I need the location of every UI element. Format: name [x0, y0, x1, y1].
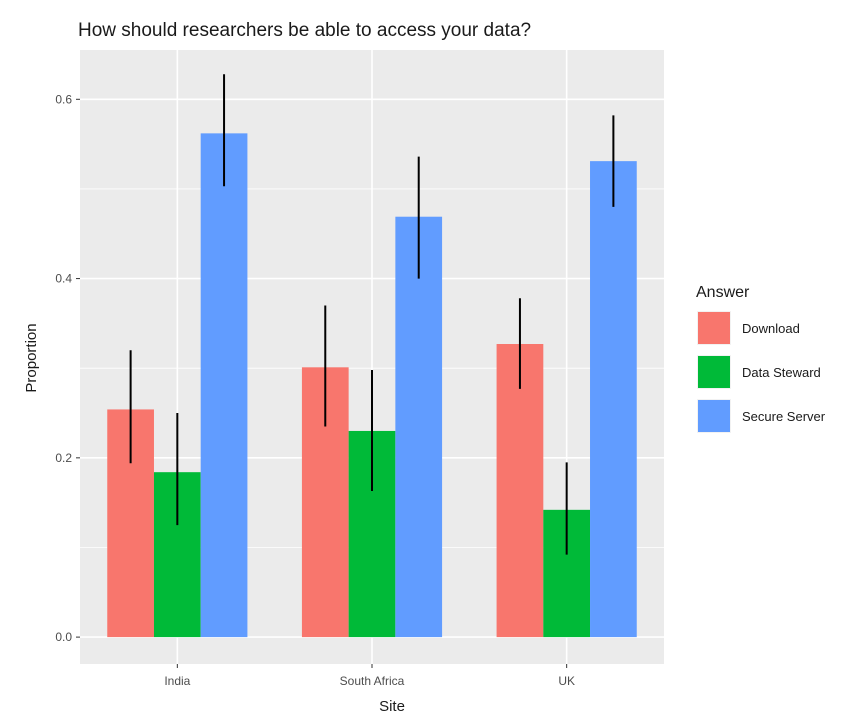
bar	[496, 344, 544, 638]
legend: Answer Download Data Steward Secure Server	[696, 284, 826, 433]
x-tick-label: India	[164, 674, 190, 688]
x-tick-label: UK	[558, 674, 575, 688]
x-tick-label: South Africa	[340, 674, 405, 688]
legend-title: Answer	[696, 284, 750, 301]
bar	[395, 216, 443, 638]
legend-swatch	[698, 356, 730, 388]
y-tick-label: 0.4	[55, 272, 72, 286]
y-axis: 0.0 0.2 0.4 0.6	[55, 92, 80, 644]
bars	[107, 133, 637, 638]
y-tick-label: 0.2	[55, 451, 72, 465]
x-axis-title: Site	[379, 698, 405, 715]
x-axis: India South Africa UK	[164, 664, 575, 688]
y-tick-label: 0.0	[55, 630, 72, 644]
legend-label: Secure Server	[742, 409, 826, 424]
bar	[590, 161, 637, 638]
error-bars	[129, 74, 615, 555]
legend-label: Download	[742, 321, 800, 336]
legend-swatch	[698, 312, 730, 344]
legend-label: Data Steward	[742, 365, 821, 380]
y-tick-label: 0.6	[55, 92, 72, 106]
chart-title: How should researchers be able to access…	[78, 20, 531, 41]
legend-swatch	[698, 400, 730, 432]
bar	[200, 133, 248, 638]
y-axis-title: Proportion	[23, 323, 40, 392]
